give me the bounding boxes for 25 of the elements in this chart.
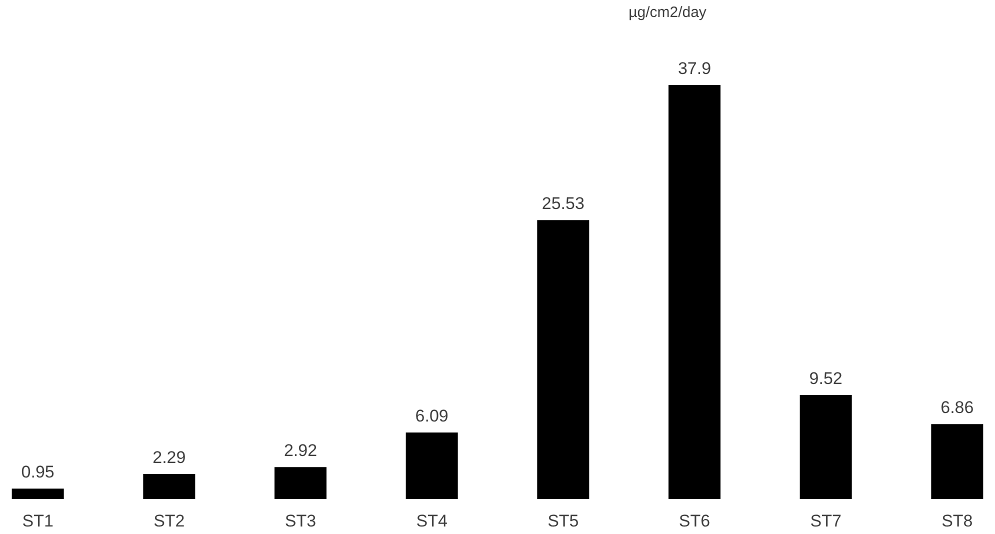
- bar: [668, 85, 720, 499]
- chart-title: µg/cm2/day: [628, 4, 707, 21]
- data-label: 6.86: [940, 398, 974, 418]
- bar: [537, 220, 590, 499]
- bar: [274, 467, 326, 499]
- data-label: 9.52: [809, 369, 842, 388]
- bar: [931, 424, 984, 499]
- bar: [143, 474, 196, 499]
- bar: [406, 432, 458, 499]
- x-tick-label: ST6: [678, 512, 710, 530]
- x-tick-label: ST3: [284, 512, 316, 530]
- x-tick-label: ST5: [548, 512, 579, 530]
- x-tick-label: ST7: [810, 512, 842, 530]
- data-label: 2.92: [284, 441, 318, 460]
- x-tick-label: ST8: [942, 512, 973, 530]
- x-tick-label: ST1: [22, 512, 54, 530]
- x-tick-label: ST2: [154, 512, 185, 530]
- data-label: 0.95: [21, 462, 54, 482]
- data-label: 37.9: [678, 59, 712, 78]
- data-label: 25.53: [542, 194, 584, 214]
- bar: [800, 395, 852, 499]
- data-label: 2.29: [152, 448, 186, 467]
- data-label: 6.09: [415, 406, 448, 426]
- bar: [12, 488, 64, 499]
- x-tick-label: ST4: [416, 512, 448, 530]
